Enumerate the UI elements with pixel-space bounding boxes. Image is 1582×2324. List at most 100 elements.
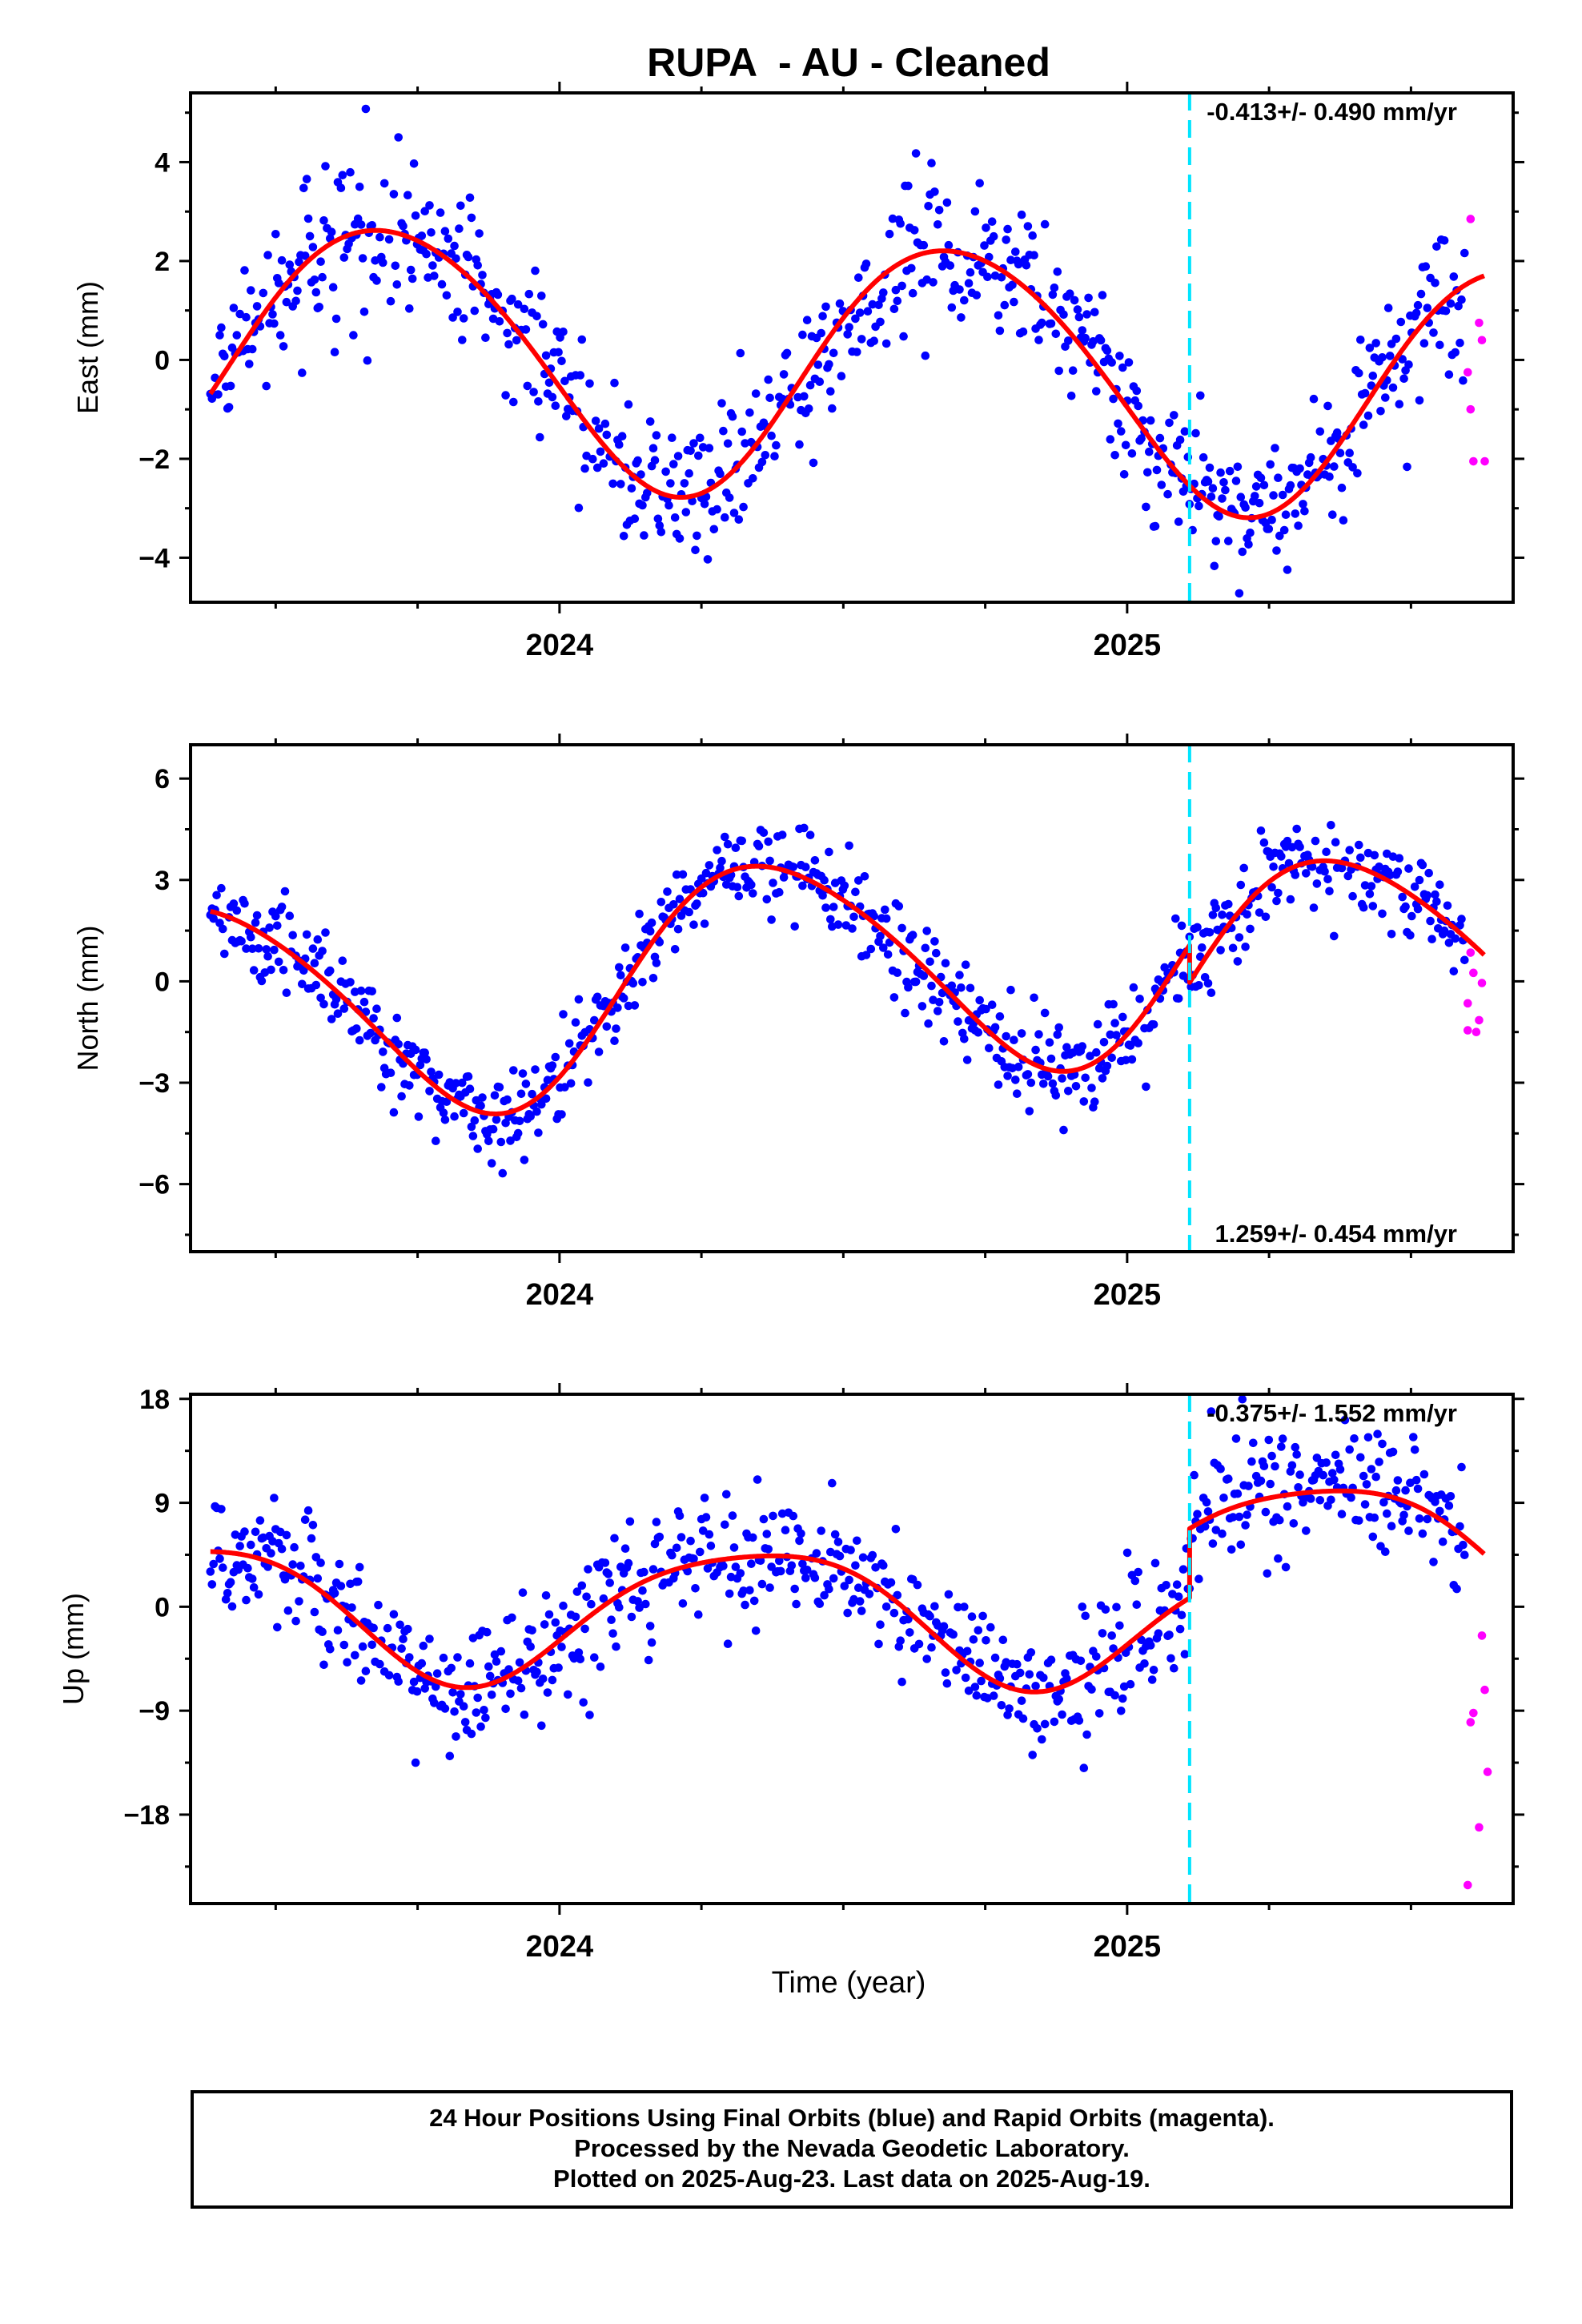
- east-final-point: [417, 231, 427, 240]
- east-final-point: [520, 304, 529, 314]
- east-final-point: [523, 381, 532, 391]
- north-final-point: [1039, 1080, 1048, 1088]
- east-final-point: [1152, 465, 1162, 475]
- up-final-point: [638, 1586, 647, 1595]
- north-final-point: [590, 1015, 599, 1025]
- up-final-point: [318, 1627, 327, 1636]
- up-rapid-point: [1483, 1767, 1492, 1776]
- up-final-point: [1347, 1493, 1355, 1502]
- north-final-point: [620, 943, 630, 952]
- north-final-point: [672, 870, 681, 879]
- up-final-point: [829, 1574, 838, 1583]
- north-final-point: [881, 905, 889, 915]
- up-final-point: [828, 1478, 837, 1488]
- north-final-point: [498, 1168, 508, 1178]
- north-final-point: [308, 944, 318, 953]
- east-final-point: [1014, 259, 1023, 269]
- up-final-point: [954, 1602, 962, 1612]
- north-final-point: [1311, 836, 1320, 846]
- east-final-point: [656, 528, 666, 537]
- east-final-point: [591, 416, 600, 425]
- east-final-point: [420, 207, 429, 216]
- up-final-point: [399, 1634, 408, 1643]
- north-final-point: [1023, 1070, 1033, 1079]
- north-final-point: [982, 1004, 990, 1014]
- up-final-point: [1371, 1472, 1380, 1482]
- east-final-point: [1165, 418, 1174, 428]
- east-final-point: [1034, 336, 1043, 344]
- north-final-point: [219, 924, 227, 934]
- up-final-point: [313, 1574, 323, 1583]
- north-final-point: [1439, 926, 1449, 935]
- north-final-point: [492, 1115, 501, 1124]
- up-final-point: [1444, 1501, 1454, 1510]
- up-final-point: [215, 1554, 224, 1563]
- north-final-point: [242, 944, 251, 953]
- up-final-point: [615, 1602, 624, 1612]
- up-final-point: [675, 1511, 685, 1520]
- north-final-point: [826, 915, 835, 924]
- north-final-point: [675, 895, 685, 903]
- north-final-point: [1427, 935, 1436, 943]
- east-final-point: [668, 433, 677, 442]
- north-final-point: [247, 944, 257, 953]
- east-final-point: [1291, 509, 1300, 518]
- east-final-point: [596, 447, 605, 456]
- north-final-point: [960, 1035, 969, 1043]
- up-final-point: [1359, 1471, 1368, 1481]
- east-final-point: [529, 388, 538, 396]
- east-final-point: [359, 308, 369, 316]
- east-final-point: [1040, 219, 1050, 229]
- east-final-point: [1251, 492, 1259, 501]
- north-final-point: [777, 830, 787, 839]
- north-final-point: [1359, 903, 1368, 912]
- north-final-point: [416, 1060, 425, 1070]
- north-final-point: [1235, 933, 1244, 942]
- east-final-point: [970, 207, 980, 216]
- up-final-point: [969, 1635, 978, 1644]
- north-final-point: [473, 1144, 482, 1153]
- east-ytick-label: 0: [155, 345, 170, 376]
- east-final-point: [1137, 434, 1146, 443]
- north-final-point: [254, 944, 263, 953]
- north-final-point: [352, 1024, 361, 1033]
- east-final-point: [885, 229, 894, 239]
- east-final-point: [617, 432, 627, 440]
- east-final-point: [524, 289, 534, 299]
- north-final-point: [1017, 1029, 1026, 1038]
- north-final-point: [1393, 867, 1403, 876]
- east-final-point: [960, 296, 969, 305]
- east-final-point: [242, 312, 251, 322]
- north-final-point: [279, 966, 288, 975]
- east-final-point: [493, 290, 503, 300]
- up-final-point: [1457, 1462, 1466, 1472]
- north-final-point: [894, 902, 904, 911]
- up-final-point: [1289, 1519, 1299, 1528]
- east-final-point: [392, 280, 402, 289]
- east-final-point: [1416, 289, 1426, 299]
- east-final-point: [1134, 401, 1142, 411]
- east-final-point: [214, 390, 223, 399]
- up-final-point: [316, 1558, 325, 1567]
- up-final-point: [1122, 1548, 1132, 1558]
- up-final-point: [1306, 1494, 1315, 1503]
- north-final-point: [338, 956, 347, 965]
- east-final-point: [508, 294, 516, 304]
- up-final-point: [672, 1543, 681, 1553]
- north-final-point: [1241, 943, 1250, 951]
- north-final-point: [1255, 908, 1264, 917]
- north-ytick-label: 3: [155, 866, 170, 896]
- east-final-point: [355, 183, 364, 191]
- up-final-point: [974, 1626, 983, 1635]
- north-final-point: [635, 909, 644, 919]
- north-final-point: [1269, 862, 1278, 871]
- up-final-point: [453, 1653, 462, 1662]
- north-final-point: [1423, 891, 1432, 900]
- north-final-point: [1387, 930, 1396, 939]
- north-final-point: [1431, 890, 1439, 899]
- east-final-point: [1456, 338, 1464, 348]
- up-rapid-point: [1469, 1708, 1478, 1718]
- east-final-point: [298, 368, 307, 377]
- east-final-point: [869, 336, 878, 346]
- north-final-point: [1274, 888, 1283, 898]
